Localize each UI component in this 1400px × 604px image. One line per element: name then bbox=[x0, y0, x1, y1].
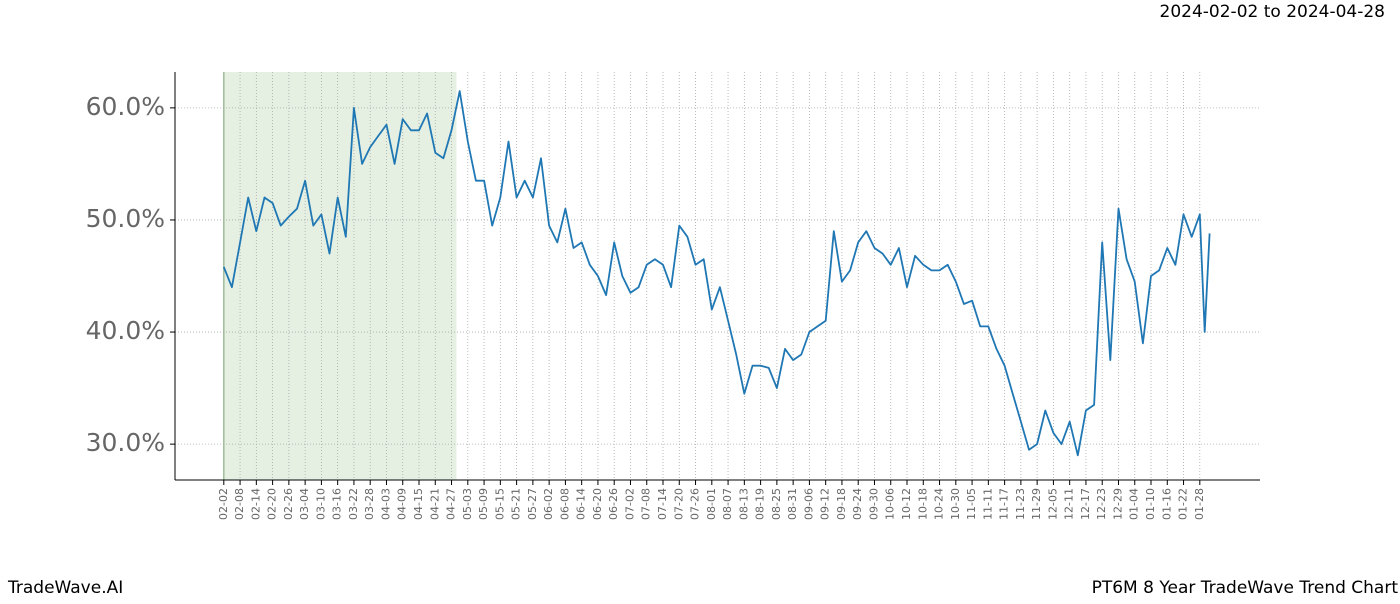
x-tick-label: 01-16 bbox=[1160, 488, 1173, 520]
x-tick-label: 09-24 bbox=[851, 488, 864, 520]
x-tick-label: 08-01 bbox=[705, 488, 718, 520]
x-tick-label: 11-29 bbox=[1030, 488, 1043, 520]
x-tick-label: 06-14 bbox=[575, 488, 588, 520]
chart-name: PT6M 8 Year TradeWave Trend Chart bbox=[1092, 578, 1399, 598]
x-tick-label: 08-25 bbox=[770, 488, 783, 520]
y-tick-label: 50.0% bbox=[86, 204, 165, 233]
x-tick-label: 06-02 bbox=[542, 488, 555, 520]
x-tick-label: 11-05 bbox=[965, 488, 978, 520]
highlight-band bbox=[223, 72, 457, 480]
x-tick-label: 10-12 bbox=[900, 488, 913, 520]
x-tick-label: 05-09 bbox=[477, 488, 490, 520]
y-tick-label: 60.0% bbox=[86, 92, 165, 121]
x-tick-label: 01-10 bbox=[1144, 488, 1157, 520]
x-tick-label: 02-20 bbox=[266, 488, 279, 520]
x-tick-label: 10-06 bbox=[884, 488, 897, 520]
x-tick-label: 02-08 bbox=[233, 488, 246, 520]
x-tick-label: 04-09 bbox=[396, 488, 409, 520]
x-tick-label: 05-03 bbox=[461, 488, 474, 520]
brand: TradeWave.AI bbox=[7, 578, 123, 598]
x-tick-label: 06-08 bbox=[558, 488, 571, 520]
x-tick-label: 09-30 bbox=[867, 488, 880, 520]
x-tick-label: 07-02 bbox=[623, 488, 636, 520]
x-tick-label: 04-15 bbox=[412, 488, 425, 520]
x-tick-label: 10-30 bbox=[949, 488, 962, 520]
y-tick-label: 30.0% bbox=[86, 428, 165, 457]
x-tick-label: 05-27 bbox=[526, 488, 539, 520]
x-tick-label: 04-27 bbox=[445, 488, 458, 520]
x-tick-label: 02-14 bbox=[249, 488, 262, 520]
x-tick-label: 08-13 bbox=[737, 488, 750, 520]
x-tick-label: 12-05 bbox=[1046, 488, 1059, 520]
x-tick-label: 12-17 bbox=[1079, 488, 1092, 520]
x-tick-label: 10-18 bbox=[916, 488, 929, 520]
x-tick-label: 04-03 bbox=[379, 488, 392, 520]
x-tick-label: 09-12 bbox=[819, 488, 832, 520]
y-tick-label: 40.0% bbox=[86, 316, 165, 345]
x-tick-label: 01-28 bbox=[1193, 488, 1206, 520]
x-tick-label: 03-10 bbox=[314, 488, 327, 520]
x-tick-label: 08-19 bbox=[754, 488, 767, 520]
x-tick-label: 09-18 bbox=[835, 488, 848, 520]
x-tick-label: 05-15 bbox=[493, 488, 506, 520]
x-tick-label: 11-11 bbox=[981, 488, 994, 520]
x-tick-label: 02-26 bbox=[282, 488, 295, 520]
x-tick-label: 07-26 bbox=[689, 488, 702, 520]
x-tick-label: 01-04 bbox=[1128, 488, 1141, 520]
x-tick-label: 07-08 bbox=[640, 488, 653, 520]
x-tick-label: 02-02 bbox=[217, 488, 230, 520]
x-tick-label: 03-28 bbox=[363, 488, 376, 520]
x-tick-label: 10-24 bbox=[933, 488, 946, 520]
x-tick-label: 12-23 bbox=[1095, 488, 1108, 520]
x-tick-label: 06-20 bbox=[591, 488, 604, 520]
x-tick-label: 03-16 bbox=[331, 488, 344, 520]
trend-line bbox=[222, 90, 1211, 457]
x-tick-label: 12-29 bbox=[1111, 488, 1124, 520]
x-tick-label: 06-26 bbox=[607, 488, 620, 520]
x-tick-label: 12-11 bbox=[1063, 488, 1076, 520]
date-range: 2024-02-02 to 2024-04-28 bbox=[1160, 2, 1385, 22]
x-tick-label: 04-21 bbox=[428, 488, 441, 520]
x-tick-label: 03-04 bbox=[298, 488, 311, 520]
x-tick-label: 11-23 bbox=[1014, 488, 1027, 520]
x-tick-label: 07-14 bbox=[656, 488, 669, 520]
x-tick-label: 05-21 bbox=[510, 488, 523, 520]
x-tick-label: 01-22 bbox=[1177, 488, 1190, 520]
x-tick-label: 08-31 bbox=[786, 488, 799, 520]
x-tick-label: 08-07 bbox=[721, 488, 734, 520]
x-tick-label: 11-17 bbox=[998, 488, 1011, 520]
x-tick-label: 07-20 bbox=[672, 488, 685, 520]
x-tick-label: 09-06 bbox=[802, 488, 815, 520]
x-tick-label: 03-22 bbox=[347, 488, 360, 520]
